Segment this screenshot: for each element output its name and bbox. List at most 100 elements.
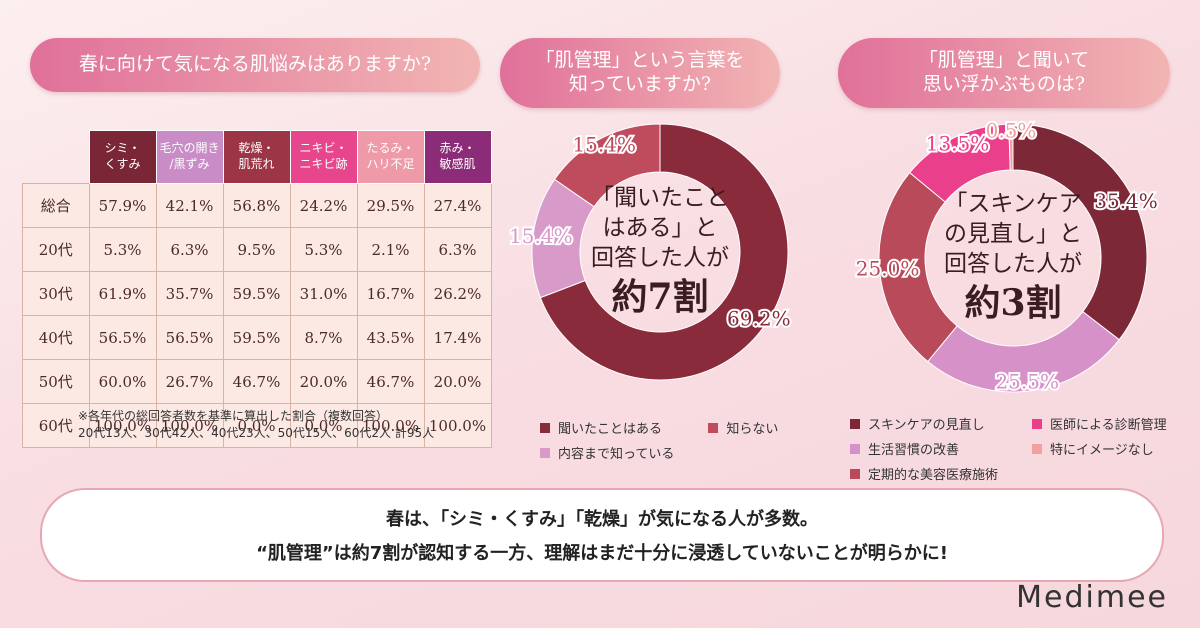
header-row: シミ・ くすみ 毛穴の開き /黒ずみ 乾燥・ 肌荒れ ニキビ・ ニキビ跡 たるみ・ ハリ…: [23, 130, 492, 184]
table-cell: 56.5%: [155, 315, 224, 360]
center-caption: 「聞いたこと はある」と 回答した人が: [591, 184, 729, 271]
legend-item: 医師による診断管理: [1032, 414, 1167, 433]
column-header: ニキビ・ ニキビ跡: [289, 130, 358, 184]
legend-swatch: [1032, 443, 1043, 454]
value-label: 13.5%: [926, 131, 990, 155]
legend-swatch: [1032, 418, 1043, 429]
legend-item: 聞いたことはある: [540, 418, 674, 437]
table-cell: 27.4%: [423, 183, 492, 228]
table-cell: 2.1%: [356, 227, 425, 272]
chart-title: 「肌管理」と聞いて 思い浮かぶものは?: [838, 38, 1170, 108]
table-cell: 29.5%: [356, 183, 425, 228]
summary-box: 春は、「シミ・くすみ」「乾燥」が気になる人が多数。 “肌管理”は約7割が認知する…: [40, 488, 1164, 582]
center-emphasis: 約3割: [964, 281, 1062, 324]
table-cell: 5.3%: [88, 227, 157, 272]
table-cell: 35.7%: [155, 271, 224, 316]
legend-item: 特にイメージなし: [1032, 439, 1167, 458]
legend: 聞いたことはある 内容まで知っている 知らない: [540, 418, 778, 462]
row-label: 30代: [22, 271, 90, 316]
table-cell: 26.7%: [155, 359, 224, 404]
table-cell: 26.2%: [423, 271, 492, 316]
table-cell: 5.3%: [289, 227, 358, 272]
table-cell: 56.5%: [88, 315, 157, 360]
row-label: 60代: [22, 403, 90, 448]
table-cell: 61.9%: [88, 271, 157, 316]
legend-label: 聞いたことはある: [558, 422, 663, 437]
legend-item: 知らない: [708, 418, 778, 437]
donut-segment: [1008, 123, 1014, 171]
footnote: ※各年代の総回答者数を基準に算出した割合（複数回答）: [78, 409, 389, 423]
table-cell: 17.4%: [423, 315, 492, 360]
table-cell: 6.3%: [423, 227, 492, 272]
table-row: 50代 60.0% 26.7% 46.7% 20.0% 46.7% 20.0%: [22, 359, 492, 404]
table-cell: 46.7%: [222, 359, 291, 404]
legend-item: 定期的な美容医療施術: [850, 464, 998, 483]
table-cell: 20.0%: [289, 359, 358, 404]
table-cell: 100.0%: [356, 403, 425, 448]
legend: スキンケアの見直し 生活習慣の改善定期的な美容医療施術 医師による診断管理 特にイメー…: [850, 414, 1167, 483]
table-cell: 43.5%: [356, 315, 425, 360]
legend-label: 知らない: [726, 422, 779, 437]
value-label: 0.5%: [986, 119, 1037, 143]
table-cell: 0.0%: [289, 403, 358, 448]
center-text: 「聞いたこと はある」と 回答した人が 約7割: [591, 184, 729, 320]
legend-label: 特にイメージなし: [1050, 443, 1154, 458]
legend-label: 定期的な美容医療施術: [868, 468, 999, 483]
value-label: 25.5%: [995, 370, 1059, 394]
table-cell: 56.8%: [222, 183, 291, 228]
center-caption: 「スキンケア の見直し」と 回答した人が: [944, 190, 1082, 277]
legend-label: 内容まで知っている: [558, 447, 675, 462]
summary-line: 春は、「シミ・くすみ」「乾燥」が気になる人が多数。: [386, 509, 818, 530]
table-row: 40代 56.5% 56.5% 59.5% 8.7% 43.5% 17.4%: [22, 315, 492, 360]
row-label: 20代: [22, 227, 90, 272]
table-cell: 60.0%: [88, 359, 157, 404]
legend-label: 医師による診断管理: [1050, 418, 1167, 433]
legend-label: 生活習慣の改善: [868, 443, 960, 458]
table-cell: 16.7%: [356, 271, 425, 316]
legend-item: スキンケアの見直し: [850, 414, 998, 433]
table-cell: 100.0%: [155, 403, 224, 448]
table-cell: 24.2%: [289, 183, 358, 228]
value-label: 15.4%: [572, 132, 636, 156]
table-row: 60代 100.0% 100.0% 0.0% 0.0% 100.0% 100.0%: [22, 403, 492, 448]
table-cell: 8.7%: [289, 315, 358, 360]
legend-swatch: [850, 443, 860, 454]
table-cell: 20.0%: [423, 359, 492, 404]
table-cell: 0.0%: [222, 403, 291, 448]
column-header: 赤み・ 敏感肌: [423, 130, 492, 184]
legend-swatch: [850, 468, 860, 479]
logo: Medimee: [1016, 580, 1168, 615]
table-cell: 9.5%: [222, 227, 291, 272]
legend-swatch: [850, 418, 860, 429]
donut-segment: [553, 123, 661, 208]
table-row: 30代 61.9% 35.7% 59.5% 31.0% 16.7% 26.2%: [22, 271, 492, 316]
table-cell: 42.1%: [155, 183, 224, 228]
legend-item: 内容まで知っている: [540, 443, 674, 462]
legend-swatch: [540, 422, 550, 433]
column-header: たるみ・ ハリ不足: [356, 130, 425, 184]
table-cell: 100.0%: [88, 403, 157, 448]
table-cell: 100.0%: [423, 403, 492, 448]
table-row: 20代 5.3% 6.3% 9.5% 5.3% 2.1% 6.3%: [22, 227, 492, 272]
table-cell: 59.5%: [222, 271, 291, 316]
table-row: 総合 57.9% 42.1% 56.8% 24.2% 29.5% 27.4%: [22, 183, 492, 228]
row-label: 50代: [22, 359, 90, 404]
table-cell: 57.9%: [88, 183, 157, 228]
row-label: 40代: [22, 315, 90, 360]
value-label: 15.4%: [509, 224, 573, 248]
table-cell: 59.5%: [222, 315, 291, 360]
table-cell: 6.3%: [155, 227, 224, 272]
value-label: 35.4%: [1094, 189, 1158, 213]
legend-label: スキンケアの見直し: [868, 418, 985, 433]
summary-line: “肌管理”は約7割が認知する一方、理解はまだ十分に浸透していないことが明らかに!: [256, 543, 948, 564]
legend-item: 生活習慣の改善: [850, 439, 998, 458]
center-emphasis: 約7割: [611, 275, 709, 318]
center-text: 「スキンケア の見直し」と 回答した人が 約3割: [944, 190, 1082, 326]
footnote: 20代13人、30代42人、40代23人、50代15人、60代2人 計95人: [78, 426, 435, 440]
survey-heading: 春に向けて気になる肌悩みはありますか?: [30, 38, 480, 92]
donut-segment: [539, 123, 789, 381]
donut-segment: [1012, 123, 1148, 341]
value-label: 25.0%: [856, 257, 920, 281]
